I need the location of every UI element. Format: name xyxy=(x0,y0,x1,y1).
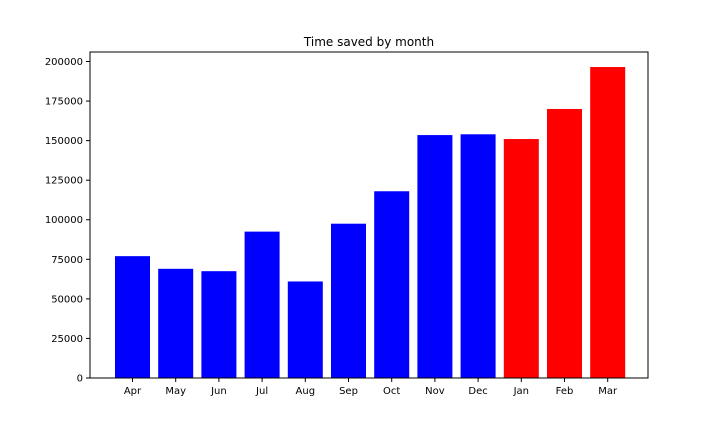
x-tick-label: Jan xyxy=(513,386,529,397)
y-tick-label: 25000 xyxy=(51,334,83,345)
y-tick-label: 150000 xyxy=(45,136,83,147)
y-tick-label: 0 xyxy=(77,374,83,385)
bar-mar xyxy=(590,67,626,378)
y-tick-label: 200000 xyxy=(45,57,83,68)
bar-nov xyxy=(417,135,453,378)
x-tick-label: Sep xyxy=(339,386,358,397)
y-axis: 0 25000 50000 75000 100000 125000 150000 175000… xyxy=(45,57,90,385)
x-axis: Apr May Jun Jul Aug Sep Oct Nov Dec Jan Feb Mar xyxy=(124,378,618,397)
bar-apr xyxy=(115,256,150,378)
y-tick-label: 75000 xyxy=(51,255,83,266)
bar-jun xyxy=(201,271,237,378)
x-tick-label: Jun xyxy=(210,386,227,397)
x-tick-label: Dec xyxy=(468,386,487,397)
y-tick-label: 125000 xyxy=(45,176,83,187)
x-tick-label: Nov xyxy=(425,386,445,397)
x-tick-label: Aug xyxy=(296,386,316,397)
bar-jan xyxy=(503,139,539,378)
bar-sep xyxy=(331,223,366,378)
chart-title: Time saved by month xyxy=(303,35,434,49)
x-tick-label: Feb xyxy=(556,386,574,397)
x-tick-label: Jul xyxy=(255,386,268,397)
bar-dec xyxy=(460,134,496,378)
x-tick-label: Mar xyxy=(598,386,618,397)
bars-layer xyxy=(115,67,626,378)
bar-jul xyxy=(244,231,280,378)
bar-aug xyxy=(287,281,323,378)
y-tick-label: 175000 xyxy=(45,97,83,108)
bar-may xyxy=(158,268,194,378)
bar-oct xyxy=(374,191,410,378)
x-tick-label: May xyxy=(165,386,186,397)
y-tick-label: 50000 xyxy=(51,294,83,305)
y-tick-label: 100000 xyxy=(45,215,83,226)
x-tick-label: Oct xyxy=(383,386,400,397)
bar-feb xyxy=(547,108,582,378)
x-tick-label: Apr xyxy=(124,386,142,397)
plot-frame xyxy=(89,51,649,379)
